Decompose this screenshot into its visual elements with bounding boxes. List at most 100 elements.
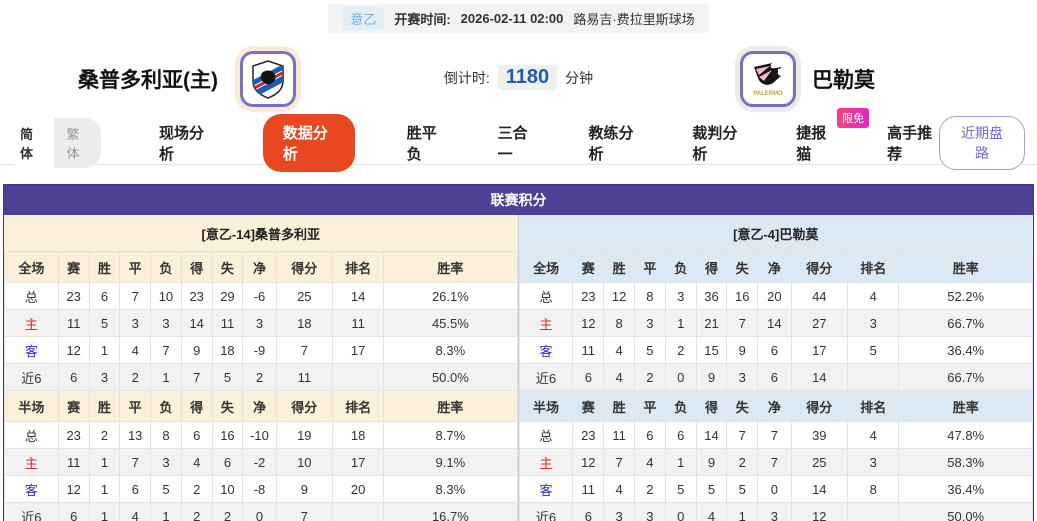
- match-info-bar: 意乙 开赛时间: 2026-02-11 02:00 路易吉·费拉里斯球场: [328, 4, 709, 33]
- stat-cell: 2: [180, 502, 213, 521]
- stat-cell: 3: [634, 309, 666, 337]
- stat-cell: 5: [726, 475, 759, 503]
- stat-cell: 36: [695, 282, 728, 310]
- league-standings: 联赛积分 [意乙-14]桑普多利亚 全场赛胜平负得失净得分 排名 胜率总 23 6 7 10…: [3, 184, 1034, 521]
- stat-cell: 11: [572, 336, 605, 364]
- stat-cell: 7: [180, 363, 213, 391]
- stat-cell: 7: [726, 309, 759, 337]
- stat-cell: 23: [180, 282, 213, 310]
- column-header: 胜: [88, 251, 121, 283]
- table-row: 近6 6 3 3 0 4 1 3 12 50.0%: [518, 502, 1033, 521]
- stat-cell: 3: [726, 363, 759, 391]
- column-header: 得: [180, 251, 213, 283]
- tab-coach-analysis[interactable]: 教练分析: [588, 124, 634, 163]
- stat-cell: 3: [150, 448, 182, 476]
- stat-cell: 4: [847, 282, 900, 310]
- stat-cell: 14: [331, 282, 385, 310]
- row-label: 总: [518, 282, 574, 310]
- stat-cell: 3: [847, 448, 900, 476]
- table-row: 近6 6 4 2 0 9 3 6 14 66.7%: [518, 363, 1033, 391]
- stat-cell: 7: [275, 502, 334, 521]
- stat-cell: 8: [847, 475, 900, 503]
- countdown: 倒计时: 1180 分钟: [0, 65, 1037, 90]
- column-header: 得分: [275, 390, 334, 422]
- stat-cell: 14: [757, 309, 792, 337]
- stat-cell: 29: [211, 282, 244, 310]
- stat-cell: 9: [695, 363, 728, 391]
- lang-simplified[interactable]: 简体: [8, 117, 55, 168]
- stat-cell: 5: [664, 475, 697, 503]
- stat-cell: 7: [119, 282, 152, 310]
- column-header: 得: [180, 390, 213, 422]
- tab-win-draw-lose[interactable]: 胜平负: [406, 124, 437, 163]
- row-label: 主: [518, 309, 574, 337]
- row-label: 近6: [518, 363, 574, 391]
- stat-cell: 11: [211, 309, 244, 337]
- stat-cell: 2: [88, 421, 121, 449]
- column-header: 赛: [57, 251, 90, 283]
- stat-cell: 4: [180, 448, 213, 476]
- stat-cell: 12: [603, 282, 635, 310]
- row-label: 总: [4, 282, 59, 310]
- tab-referee-analysis[interactable]: 裁判分析: [692, 124, 738, 163]
- tab-jiebao-cat[interactable]: 捷报猫 限免: [796, 107, 870, 164]
- countdown-label: 倒计时:: [443, 69, 490, 86]
- table-row: 总 23 11 6 6 14 7 7 39 4 47.8%: [518, 421, 1033, 449]
- stat-cell: 8.3%: [383, 475, 518, 503]
- stat-cell: 5: [211, 363, 244, 391]
- stat-cell: 4: [847, 421, 900, 449]
- stat-cell: 6: [634, 421, 666, 449]
- table-row: 主 12 8 3 1 21 7 14 27 3 66.7%: [518, 309, 1033, 337]
- section-header-row: 全场赛胜平负得失净得分 排名 胜率: [518, 251, 1033, 283]
- stat-cell: 36.4%: [898, 475, 1033, 503]
- row-label: 客: [518, 336, 574, 364]
- stat-cell: 2: [634, 475, 666, 503]
- team-panels: [意乙-14]桑普多利亚 全场赛胜平负得失净得分 排名 胜率总 23 6 7 10 23 29-…: [4, 215, 1033, 521]
- tab-live-analysis[interactable]: 现场分析: [158, 124, 204, 163]
- stat-cell: 6: [757, 336, 792, 364]
- venue-name: 路易吉·费拉里斯球场: [573, 12, 695, 27]
- language-toggle: 简体 繁体: [8, 117, 101, 168]
- stat-cell: 2: [664, 336, 697, 364]
- row-label: 客: [4, 336, 59, 364]
- stat-cell: 1: [88, 448, 121, 476]
- stat-cell: 2: [119, 363, 152, 391]
- stat-cell: 6: [572, 363, 605, 391]
- stat-cell: 20: [331, 475, 385, 503]
- column-header: 排名: [847, 251, 900, 283]
- stat-cell: 8: [603, 309, 635, 337]
- nav-items: 现场分析 数据分析 胜平负 三合一 教练分析 裁判分析 捷报猫 限免 高手推荐: [158, 107, 939, 172]
- table-row: 客 11 4 2 5 5 5 0 14 8 36.4%: [518, 475, 1033, 503]
- stat-cell: 15: [695, 336, 728, 364]
- column-header: 全场: [4, 251, 59, 283]
- palermo-crest-icon: PALERMO: [753, 63, 783, 97]
- stat-cell: 2: [180, 475, 213, 503]
- home-team: 桑普多利亚(主): [78, 51, 296, 107]
- column-header: 失: [726, 251, 759, 283]
- recent-odds-button[interactable]: 近期盘路: [938, 115, 1025, 170]
- away-team-panel: [意乙-4]巴勒莫 全场赛胜平负得失净得分 排名 胜率总 23 12 8 3 36 16 20 44…: [518, 215, 1033, 521]
- home-panel-title: [意乙-14]桑普多利亚: [4, 215, 518, 251]
- kickoff-time-value: 2026-02-11 02:00: [460, 11, 564, 26]
- stat-cell: [847, 363, 900, 391]
- stat-cell: 8: [634, 282, 666, 310]
- stat-cell: 14: [790, 475, 849, 503]
- stat-cell: 6: [57, 502, 90, 521]
- table-row: 客 11 4 5 2 15 9 6 17 5 36.4%: [518, 336, 1033, 364]
- svg-text:PALERMO: PALERMO: [753, 91, 783, 97]
- column-header: 失: [211, 251, 244, 283]
- tab-data-analysis[interactable]: 数据分析: [262, 113, 355, 172]
- topbar: 意乙 开赛时间: 2026-02-11 02:00 路易吉·费拉里斯球场: [0, 0, 1037, 33]
- stat-cell: 4: [119, 336, 152, 364]
- stat-cell: 0: [664, 502, 697, 521]
- stat-cell: 7: [757, 448, 792, 476]
- lang-traditional[interactable]: 繁体: [66, 126, 80, 161]
- home-stats-table-holder: 全场赛胜平负得失净得分 排名 胜率总 23 6 7 10 23 29 -6 25 14 26.1% 主 11…: [4, 251, 518, 521]
- countdown-unit: 分钟: [565, 69, 594, 86]
- tab-three-in-one[interactable]: 三合一: [497, 124, 528, 163]
- tab-expert-picks[interactable]: 高手推荐: [887, 124, 933, 163]
- countdown-value: 1180: [497, 65, 558, 90]
- stat-cell: -9: [242, 336, 277, 364]
- stat-cell: 12: [572, 448, 605, 476]
- stat-cell: 58.3%: [898, 448, 1033, 476]
